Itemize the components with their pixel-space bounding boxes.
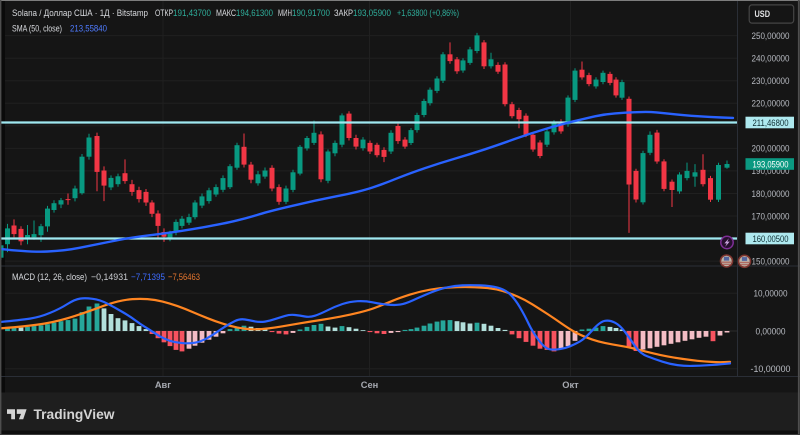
- svg-text:213,55840: 213,55840: [70, 24, 107, 35]
- svg-text:160,00500: 160,00500: [753, 233, 789, 244]
- svg-text:Solana / Доллар США · 1Д · Bit: Solana / Доллар США · 1Д · Bitstamp: [12, 8, 148, 19]
- svg-text:193,05900: 193,05900: [353, 8, 391, 19]
- svg-text:194,61300: 194,61300: [236, 8, 273, 19]
- svg-text:190,91700: 190,91700: [292, 8, 330, 19]
- svg-text:150,00000: 150,00000: [752, 255, 790, 266]
- svg-text:-10,00000: -10,00000: [751, 363, 791, 374]
- svg-text:240,00000: 240,00000: [752, 53, 790, 64]
- svg-text:191,43700: 191,43700: [173, 8, 211, 19]
- svg-text:170,00000: 170,00000: [752, 210, 790, 221]
- svg-text:193,05900: 193,05900: [753, 158, 789, 169]
- svg-text:−7,56463: −7,56463: [168, 272, 200, 283]
- svg-text:230,00000: 230,00000: [752, 75, 790, 86]
- svg-text:МИН: МИН: [278, 8, 292, 19]
- svg-text:Окт: Окт: [562, 380, 579, 390]
- svg-text:200,00000: 200,00000: [752, 143, 790, 154]
- svg-text:ЗАКР: ЗАКР: [334, 8, 353, 19]
- svg-text:−7,71395: −7,71395: [131, 272, 165, 283]
- svg-text:TradingView: TradingView: [34, 407, 115, 422]
- svg-text:MACD (12, 26, close): MACD (12, 26, close): [12, 272, 87, 283]
- svg-text:Авг: Авг: [155, 380, 171, 390]
- svg-text:+1,63800 (+0,86%): +1,63800 (+0,86%): [397, 8, 459, 19]
- svg-text:180,00000: 180,00000: [752, 188, 790, 199]
- svg-text:Сен: Сен: [361, 380, 379, 390]
- svg-text:−0,14931: −0,14931: [91, 272, 128, 283]
- svg-text:ОТКР: ОТКР: [155, 8, 173, 19]
- svg-text:USD: USD: [755, 8, 771, 19]
- svg-text:250,00000: 250,00000: [752, 30, 790, 41]
- svg-text:SMA (50, close): SMA (50, close): [12, 24, 62, 35]
- svg-text:220,00000: 220,00000: [752, 98, 790, 109]
- svg-text:МАКС: МАКС: [216, 8, 236, 19]
- svg-text:211,46800: 211,46800: [753, 117, 789, 128]
- svg-text:190,00000: 190,00000: [752, 165, 790, 176]
- svg-text:0,00000: 0,00000: [756, 325, 786, 336]
- svg-text:10,00000: 10,00000: [754, 288, 788, 299]
